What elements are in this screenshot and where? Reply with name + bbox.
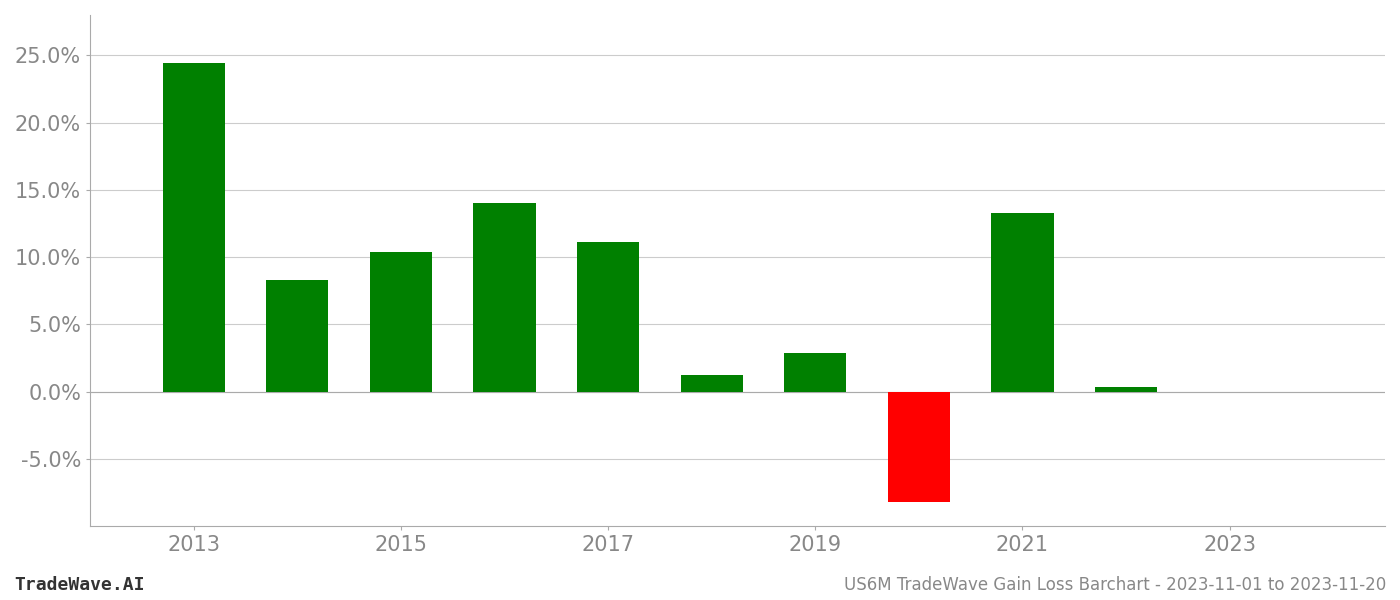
Bar bbox=[680, 376, 743, 392]
Bar bbox=[473, 203, 536, 392]
Bar bbox=[370, 251, 433, 392]
Bar bbox=[1095, 388, 1158, 392]
Bar bbox=[266, 280, 329, 392]
Bar bbox=[888, 392, 951, 502]
Text: TradeWave.AI: TradeWave.AI bbox=[14, 576, 144, 594]
Bar bbox=[162, 64, 225, 392]
Bar bbox=[577, 242, 640, 392]
Bar bbox=[784, 353, 847, 392]
Text: US6M TradeWave Gain Loss Barchart - 2023-11-01 to 2023-11-20: US6M TradeWave Gain Loss Barchart - 2023… bbox=[844, 576, 1386, 594]
Bar bbox=[991, 212, 1054, 392]
